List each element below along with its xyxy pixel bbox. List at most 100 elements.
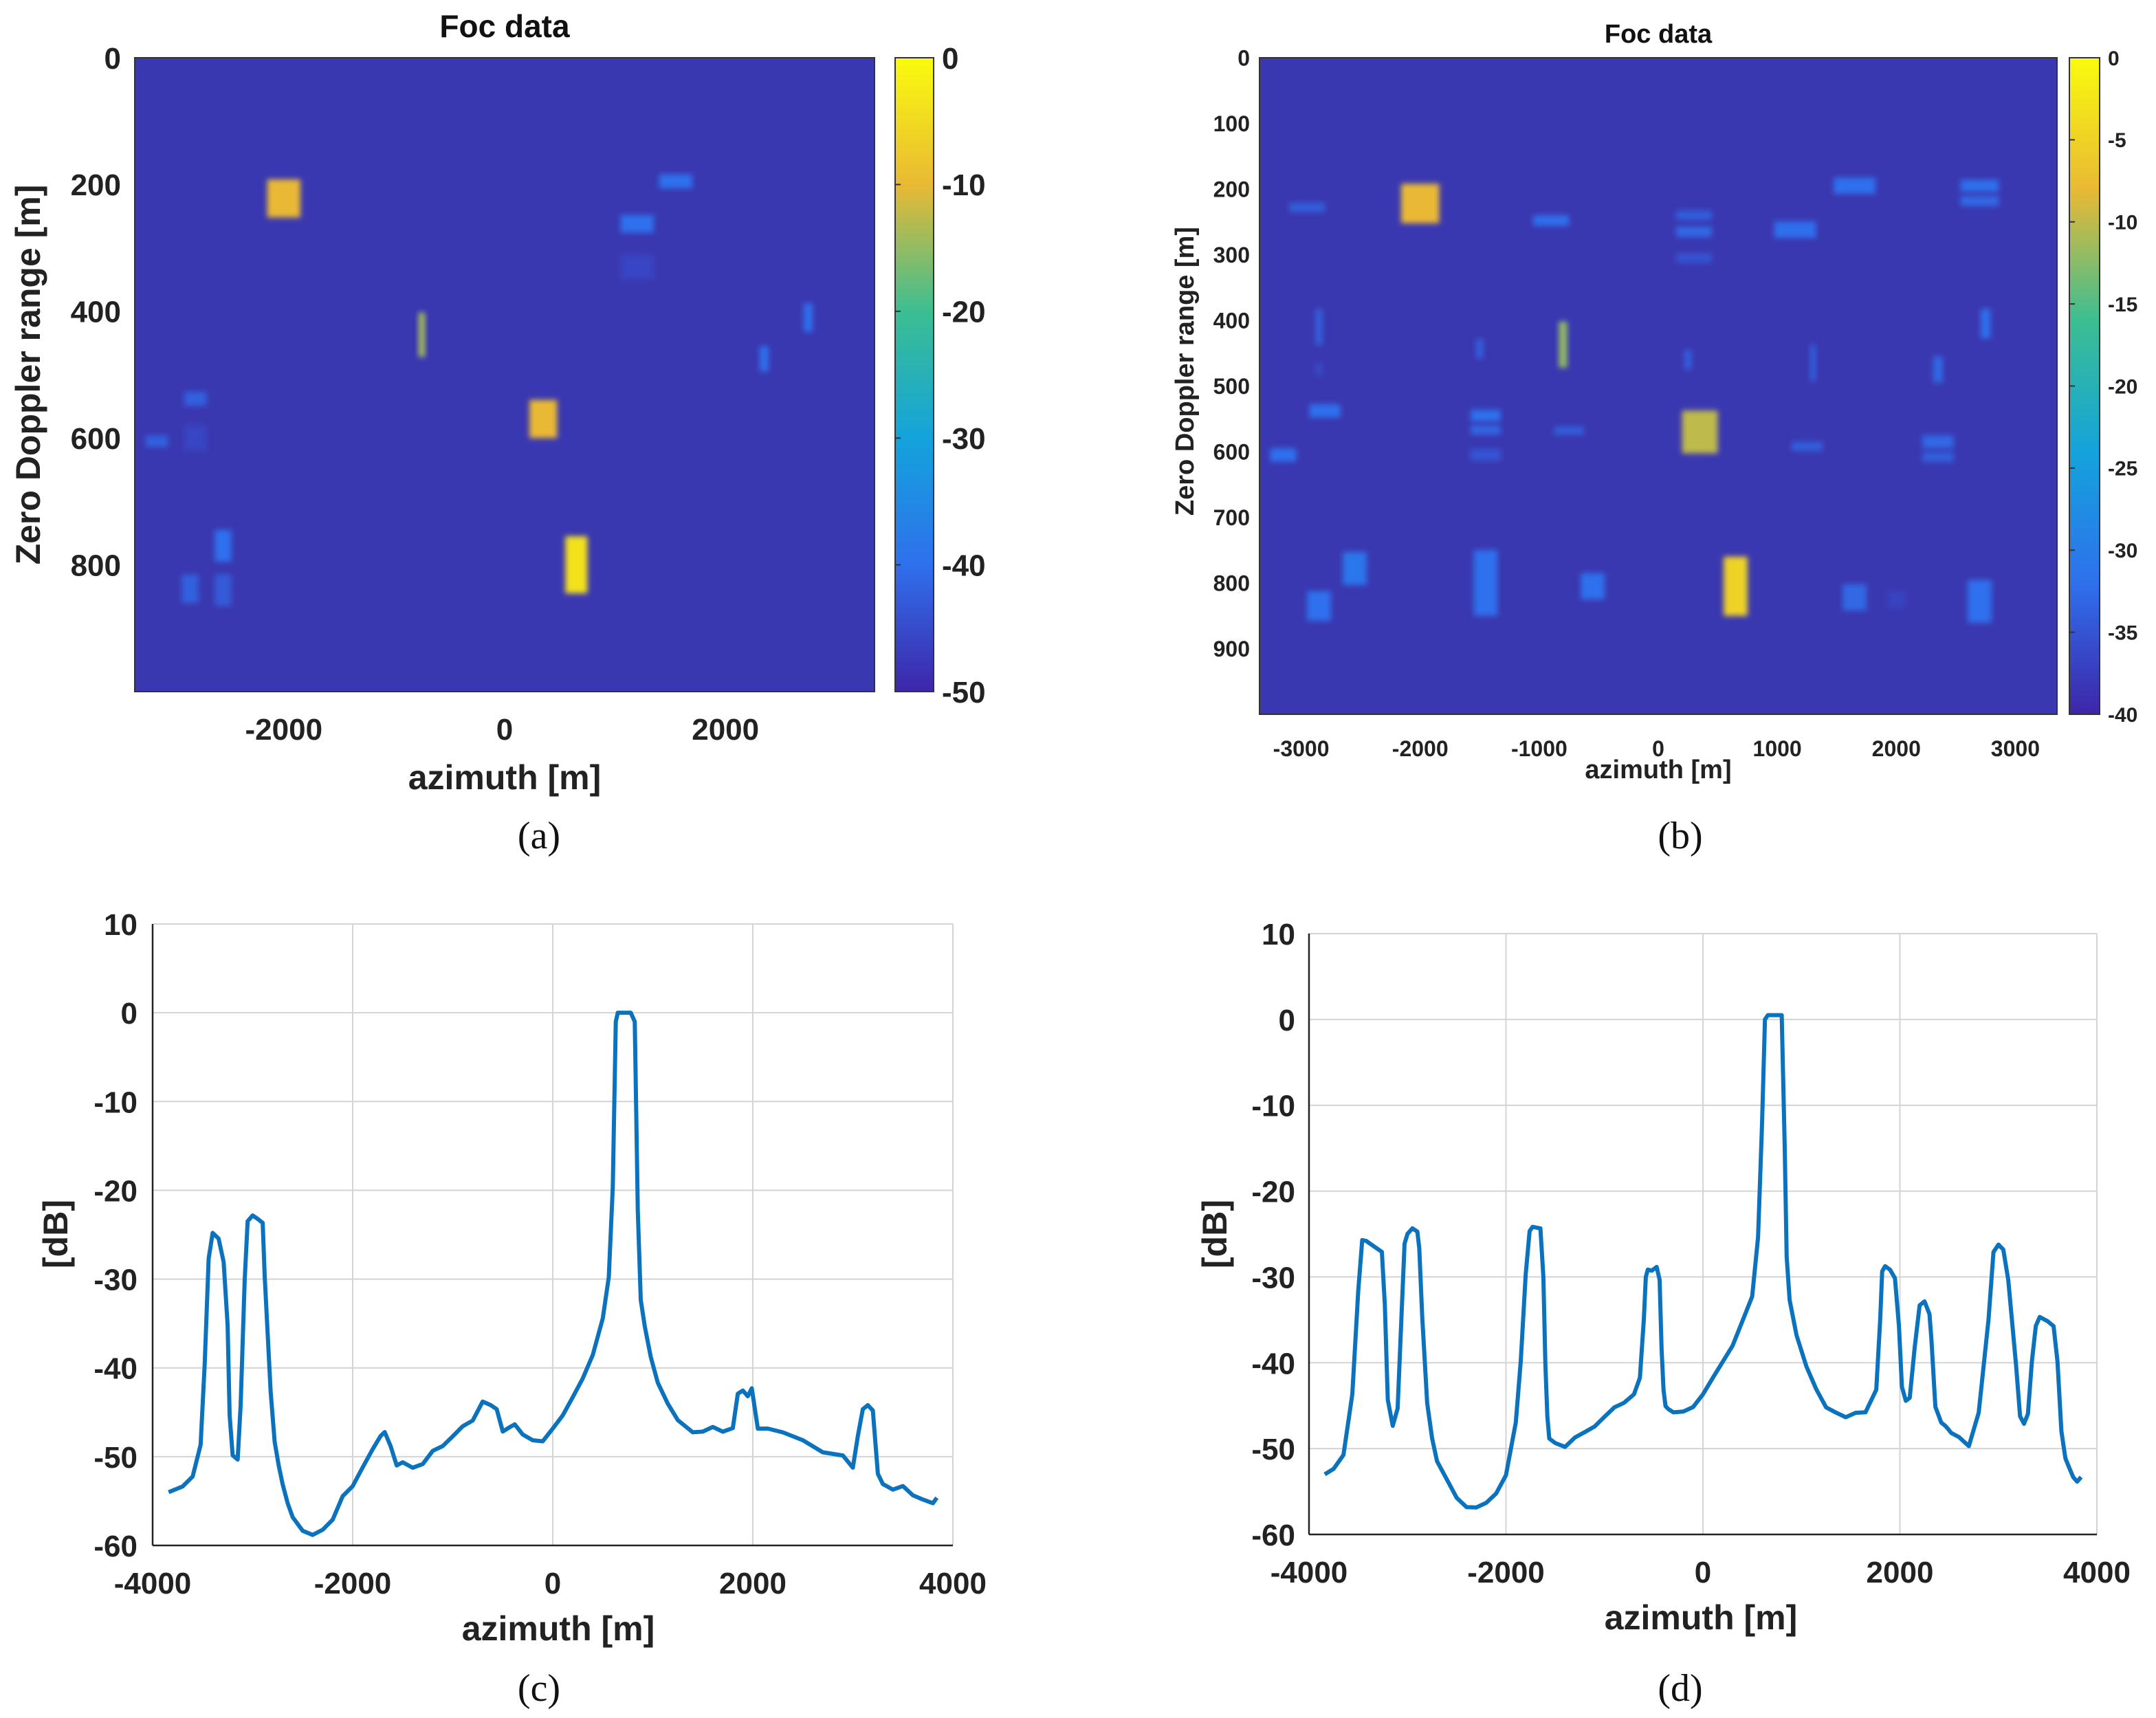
chart-b-colorbar-label: -40 [2108,704,2137,727]
chart-b-title: Foc data [1605,20,1713,49]
chart-b-colorbar-ticks: 0 -5 -10 -15 -20 -25 -30 -35 -40 [2069,47,2137,727]
chart-a-targets [134,57,875,692]
chart-b-xtick-label: 0 [1652,736,1664,761]
chart-b-target-32 [1960,179,1999,192]
panel-c-label: (c) [518,1667,560,1710]
chart-a-ytick-label: 400 [71,296,121,329]
chart-b-target-17 [1675,210,1712,220]
chart-c-xtick-label: 0 [544,1567,561,1600]
chart-b-xtick-label: -3000 [1273,736,1330,761]
chart-d-ytick-label: -30 [1251,1261,1295,1295]
chart-c-ytick-label: -20 [94,1174,138,1208]
chart-b-ytick-label: 900 [1213,637,1250,661]
chart-d-series-line [1323,1013,2083,1510]
panel-d-line: -4000 -2000 0 2000 4000 10 0 -10 -20 -30 -40 -50 -6… [1196,918,2131,1710]
chart-a-target-10 [620,214,654,233]
chart-b-target-19 [1675,253,1712,263]
chart-a-target-9 [565,536,588,594]
chart-d-y-ticks: 10 0 -10 -20 -30 -40 -50 -60 [1251,918,1295,1552]
chart-d-xtick-label: -4000 [1270,1556,1348,1589]
chart-b-target-14 [1559,321,1568,368]
chart-b-ytick-label: 0 [1238,46,1250,71]
chart-a-y-ticks: 0 200 400 600 800 [71,42,121,583]
chart-b-target-8 [1476,338,1484,359]
chart-a-target-3 [184,425,207,451]
chart-a-colorbar-label: -20 [942,296,986,329]
chart-a-xtick-label: 0 [496,713,513,747]
chart-a-xtick-label: 2000 [692,713,759,747]
chart-b-colorbar-label: -5 [2108,129,2126,152]
chart-c-y-ticks: 10 0 -10 -20 -30 -40 -50 -60 [94,908,138,1563]
chart-b-target-16 [1581,573,1605,599]
chart-b-ytick-label: 500 [1213,374,1250,399]
chart-b-target-5 [1316,363,1322,377]
chart-d-ytick-label: -40 [1251,1347,1295,1380]
chart-b-target-21 [1682,410,1718,454]
chart-a-plot-area [135,58,874,692]
chart-d-x-ticks: -4000 -2000 0 2000 4000 [1270,1556,2131,1589]
chart-b-target-6 [1307,591,1331,621]
chart-d-ylabel: [dB] [1196,1200,1234,1268]
chart-a-frame [134,57,875,692]
chart-d-ytick-label: -50 [1251,1433,1295,1466]
chart-a-ytick-label: 200 [71,168,121,202]
chart-a-target-2 [184,391,207,406]
chart-a-xtick-label: -2000 [245,713,323,747]
chart-d-ytick-label: 10 [1262,918,1295,951]
chart-b-target-23 [1774,221,1816,239]
chart-b-target-27 [1842,584,1867,611]
chart-c-series-line [168,1011,939,1537]
chart-c-ytick-label: -40 [94,1352,138,1386]
chart-c-ytick-label: -50 [94,1441,138,1475]
chart-c-axes [151,924,953,1547]
chart-b-target-33 [1960,195,1999,206]
chart-a-target-14 [804,303,813,332]
chart-a-target-12 [659,174,693,188]
chart-b-colorbar-label: -15 [2108,294,2137,316]
chart-a-target-7 [418,312,426,357]
chart-b-target-11 [1471,449,1501,461]
chart-b-target-24 [1810,344,1816,382]
chart-a-xlabel: azimuth [m] [408,758,602,797]
chart-b-xtick-label: -2000 [1392,736,1449,761]
chart-a-title: Foc data [439,8,570,44]
chart-a-colorbar-label: -50 [942,676,986,709]
panel-d-label: (d) [1658,1667,1702,1710]
chart-b-y-ticks: 0 100 200 300 400 500 600 700 800 900 [1213,46,1250,662]
chart-a-target-1 [146,435,168,448]
chart-d-ytick-label: 0 [1279,1004,1295,1037]
chart-a-target-0 [267,179,300,218]
chart-b-ytick-label: 600 [1213,440,1250,465]
chart-b-xtick-label: -1000 [1511,736,1568,761]
chart-a-colorbar-frame [894,57,934,692]
chart-c-xlabel: azimuth [m] [462,1609,655,1648]
chart-d-xtick-label: 2000 [1867,1556,1934,1589]
chart-b-target-18 [1675,226,1712,237]
panel-a-label: (a) [518,815,560,857]
chart-b-target-22 [1724,556,1748,616]
chart-b-target-12 [1473,550,1498,616]
chart-d-ytick-label: -60 [1251,1519,1295,1552]
chart-d-ytick-label: -10 [1251,1090,1295,1123]
chart-b-target-15 [1554,426,1584,435]
chart-b-plot-area [1260,58,2057,714]
chart-b-target-3 [1309,404,1341,418]
chart-c-x-ticks: -4000 -2000 0 2000 4000 [114,1567,987,1600]
chart-a-ylabel: Zero Doppler range [m] [9,185,47,565]
chart-a-ytick-label: 0 [104,42,121,76]
chart-c-ytick-label: -10 [94,1086,138,1119]
chart-b-target-10 [1471,425,1501,435]
chart-b-ytick-label: 300 [1213,243,1250,267]
chart-a-target-6 [214,574,232,606]
chart-d-xlabel: azimuth [m] [1605,1598,1798,1637]
chart-d-xtick-label: 0 [1695,1556,1711,1589]
chart-b-ytick-label: 200 [1213,177,1250,202]
chart-b-frame [1259,57,2058,715]
chart-b-xtick-label: 1000 [1753,736,1802,761]
chart-a-ytick-label: 600 [71,422,121,456]
chart-b-target-7 [1343,552,1367,585]
chart-b-colorbar-label: -10 [2108,212,2137,234]
panel-a-heatmap: Foc data -2000 0 2000 0 200 400 600 800 0 -10 -2… [9,8,986,857]
chart-a-target-4 [182,574,199,604]
chart-c-xtick-label: -4000 [114,1567,192,1600]
